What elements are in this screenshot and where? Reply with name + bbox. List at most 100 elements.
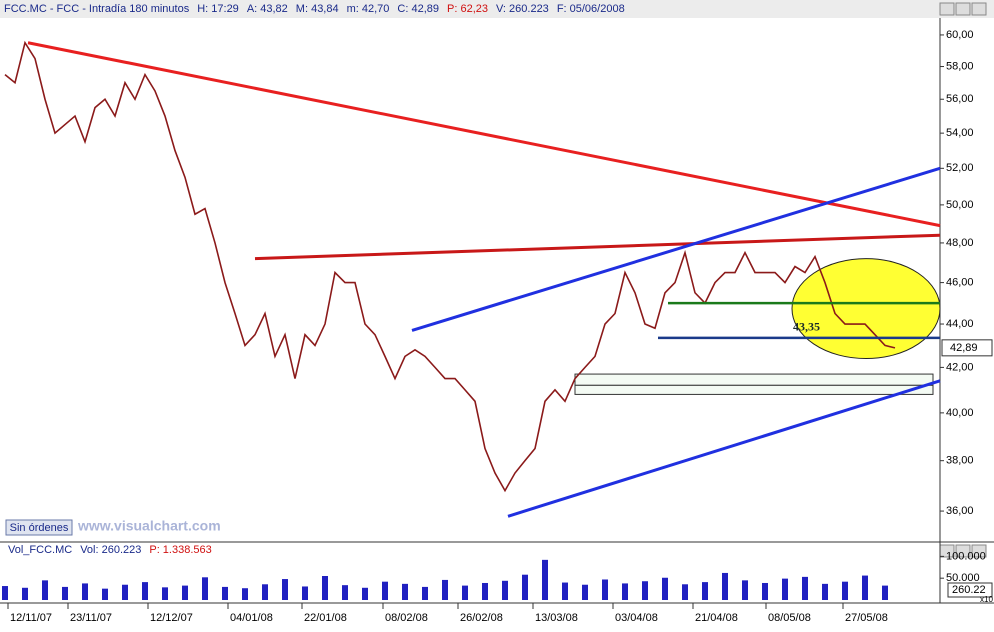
x-tick-label: 08/02/08 (385, 612, 428, 624)
volume-bar (142, 582, 148, 600)
volume-bar (622, 583, 628, 600)
volume-bar (562, 582, 568, 600)
header-field: M: 43,84 (296, 3, 339, 15)
volume-bar (722, 572, 728, 600)
x-tick-label: 12/11/07 (10, 612, 52, 624)
volume-bar (2, 586, 8, 600)
x-tick-label: 12/12/07 (150, 612, 193, 624)
volume-header: Vol_FCC.MC Vol: 260.223 P: 1.338.563 (8, 544, 212, 556)
maximize-button[interactable] (955, 544, 971, 558)
volume-bar (22, 587, 28, 600)
price-line (4, 40, 896, 493)
x-tick-label: 21/04/08 (695, 612, 738, 624)
x-tick-label: 04/01/08 (230, 612, 273, 624)
volume-bar (602, 579, 608, 600)
header-field: H: 17:29 (197, 3, 239, 15)
header-field: A: 43,82 (247, 3, 288, 15)
header-field: P: 62,23 (447, 3, 488, 15)
y-tick-label: 50,00 (946, 199, 974, 211)
header-field: P: 1.338.563 (149, 544, 211, 556)
x-tick-label: 13/03/08 (535, 612, 578, 624)
volume-bar (422, 586, 428, 600)
y-tick-label: 48,00 (946, 237, 974, 249)
close-button[interactable] (971, 2, 987, 16)
y-tick-label: 56,00 (946, 93, 974, 105)
y-tick-label: 52,00 (946, 162, 974, 174)
volume-bar (642, 581, 648, 600)
volume-bar (122, 584, 128, 600)
volume-bar (362, 587, 368, 600)
trend-line (411, 166, 941, 332)
trend-line (254, 233, 941, 261)
header-field: m: 42,70 (347, 3, 390, 15)
volume-bar (482, 582, 488, 600)
highlight-ellipse (791, 258, 941, 360)
volume-last-box (947, 582, 993, 598)
support-zone (574, 384, 934, 395)
level-label: 43,35 (793, 320, 820, 334)
volume-bar (162, 587, 168, 600)
y-tick-label: 50.000 (946, 572, 980, 584)
header-field: Vol: 260.223 (80, 544, 141, 556)
y-tick-label: 100.000 (946, 550, 986, 562)
volume-bar (82, 583, 88, 600)
maximize-button[interactable] (955, 2, 971, 16)
y-tick-label: 36,00 (946, 505, 974, 517)
volume-bar (282, 579, 288, 600)
volume-bar (342, 585, 348, 600)
header-field: FCC.MC - FCC - Intradía 180 minutos (4, 3, 190, 15)
volume-bar (502, 580, 508, 600)
volume-bar (762, 582, 768, 600)
volume-bar (382, 581, 388, 600)
support-zone (574, 373, 934, 386)
volume-bar (182, 585, 188, 600)
header-text: FCC.MC - FCC - Intradía 180 minutos H: 17… (4, 3, 625, 15)
last-price-box (941, 339, 993, 357)
volume-bar (242, 588, 248, 600)
y-tick-label: 40,00 (946, 407, 974, 419)
volume-bar (402, 583, 408, 600)
header-field: C: 42,89 (397, 3, 439, 15)
trend-line (27, 41, 941, 228)
x-tick-label: 03/04/08 (615, 612, 658, 624)
volume-last-label: 260.22 (952, 584, 986, 596)
x-tick-label: 23/11/07 (70, 612, 112, 624)
window-controls[interactable] (939, 2, 987, 558)
volume-bar (662, 577, 668, 600)
volume-bar (582, 584, 588, 600)
volume-bar (62, 586, 68, 600)
y-tick-label: 60,00 (946, 29, 974, 41)
volume-bar (742, 580, 748, 600)
header-field: F: 05/06/2008 (557, 3, 625, 15)
minimize-button[interactable] (939, 2, 955, 16)
volume-bar (842, 581, 848, 600)
volume-bar (822, 583, 828, 600)
x-tick-label: 26/02/08 (460, 612, 503, 624)
volume-bar (322, 576, 328, 600)
last-price-label: 42,89 (950, 342, 978, 354)
y-tick-label: 54,00 (946, 127, 974, 139)
y-tick-label: 44,00 (946, 318, 974, 330)
x-tick-label: 27/05/08 (845, 612, 888, 624)
header-field: Vol_FCC.MC (8, 544, 72, 556)
volume-bar (202, 577, 208, 600)
header-field: V: 260.223 (496, 3, 549, 15)
volume-bar (682, 584, 688, 600)
close-button[interactable] (971, 544, 987, 558)
volume-bar (302, 586, 308, 600)
trend-line (507, 379, 941, 518)
header-bar (0, 0, 994, 18)
volume-bar (782, 578, 788, 600)
volume-bar (542, 559, 548, 600)
x-tick-label: 22/01/08 (304, 612, 347, 624)
y-tick-label: 58,00 (946, 60, 974, 72)
orders-button[interactable] (5, 519, 73, 536)
volume-bar (862, 575, 868, 600)
volume-bar (442, 579, 448, 600)
volume-bar (522, 574, 528, 600)
orders-button-label[interactable]: Sin órdenes (10, 522, 69, 534)
volume-bar (702, 582, 708, 600)
volume-bar (462, 585, 468, 600)
watermark: www.visualchart.com (77, 518, 221, 534)
